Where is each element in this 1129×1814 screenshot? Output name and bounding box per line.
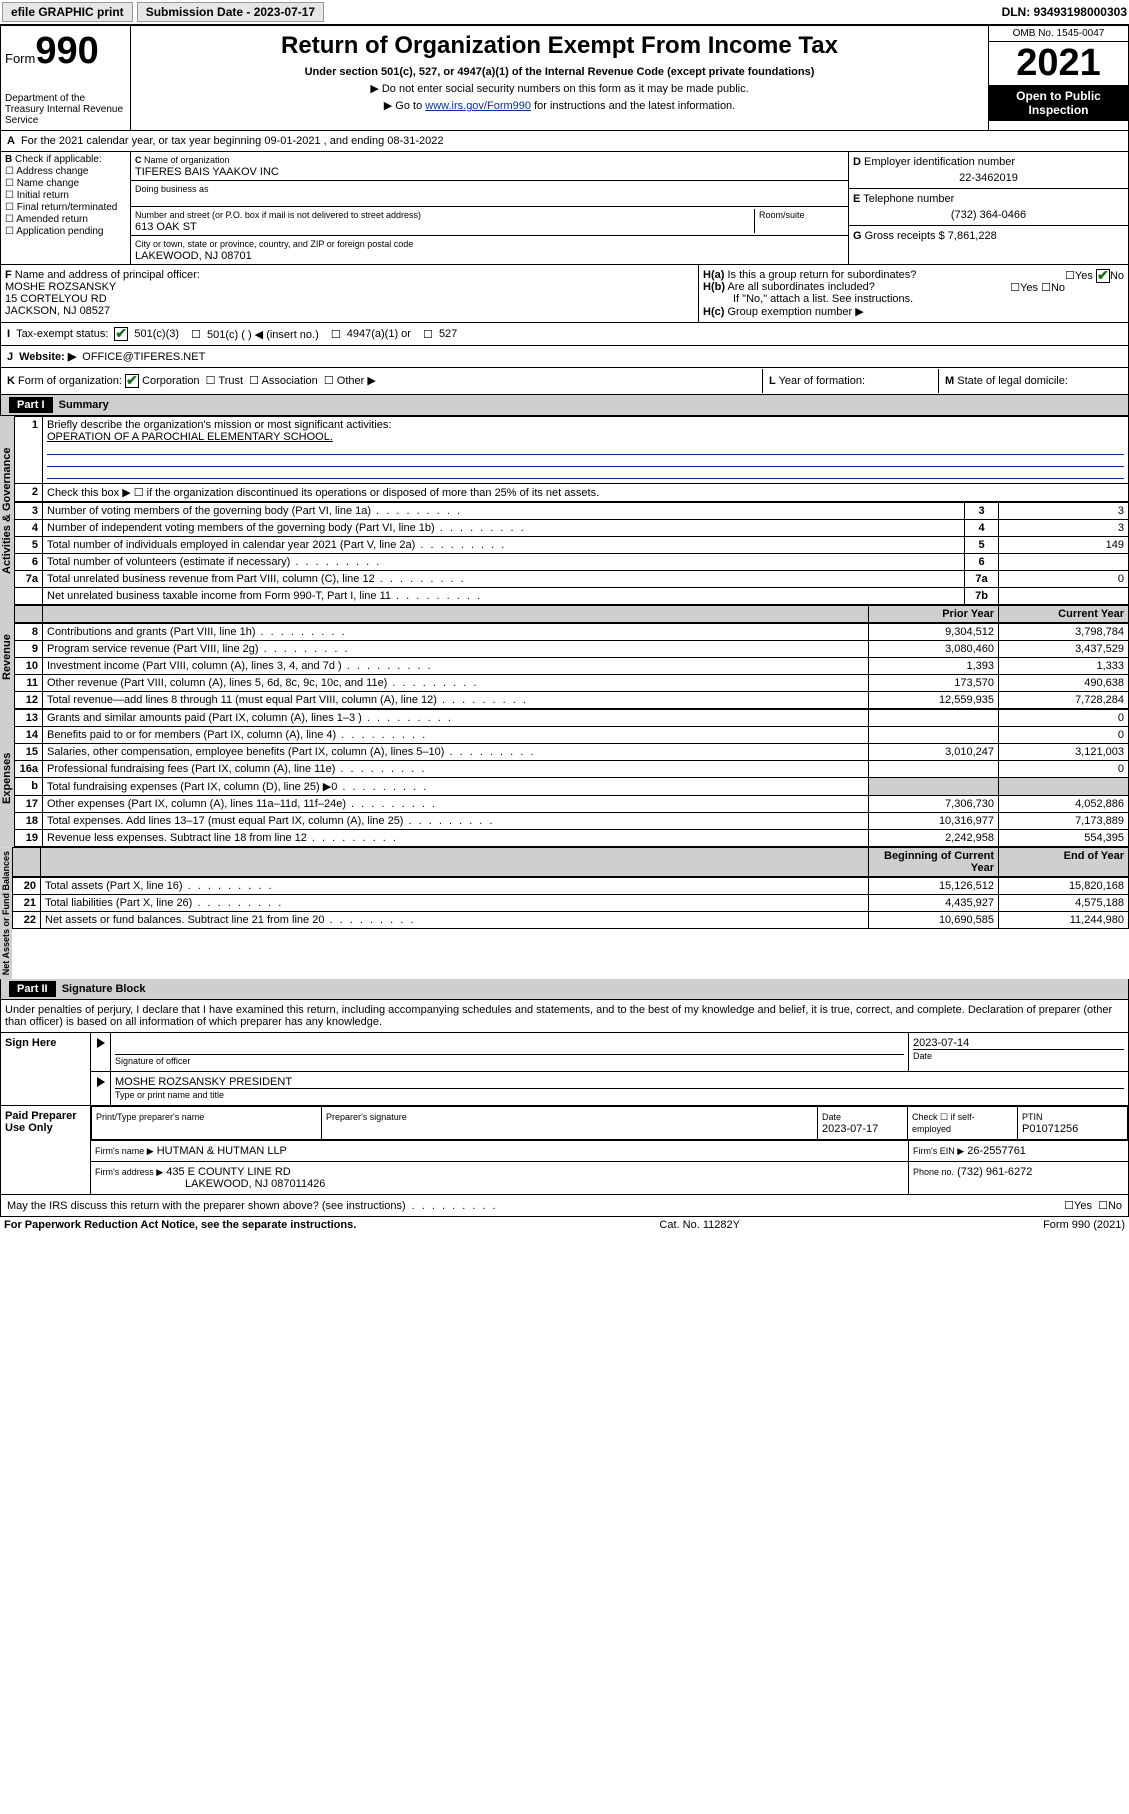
summary-line: 9Program service revenue (Part VIII, lin… [15,641,1129,658]
summary-line: bTotal fundraising expenses (Part IX, co… [15,778,1129,796]
part-i-header: Part I Summary [0,395,1129,416]
ein: 22-3462019 [853,172,1124,184]
summary-line: 7aTotal unrelated business revenue from … [15,571,1129,588]
form-header: Form990 Department of the Treasury Inter… [0,25,1129,131]
summary-line: 11Other revenue (Part VIII, column (A), … [15,675,1129,692]
summary-line: 6Total number of volunteers (estimate if… [15,554,1129,571]
form-subtitle: Under section 501(c), 527, or 4947(a)(1)… [139,66,980,78]
row-a: A For the 2021 calendar year, or tax yea… [0,131,1129,152]
officer-name: MOSHE ROZSANSKY [5,281,116,293]
triangle-icon [97,1038,105,1048]
summary-line: 8Contributions and grants (Part VIII, li… [15,624,1129,641]
phone: (732) 364-0466 [853,209,1124,221]
omb-number: OMB No. 1545-0047 [989,26,1128,42]
col-b: B Check if applicable: ☐ Address change … [1,152,131,264]
row-i: I Tax-exempt status: 501(c)(3) ☐ 501(c) … [0,323,1129,346]
summary-line: 19Revenue less expenses. Subtract line 1… [15,830,1129,847]
form-number: Form990 [5,30,126,73]
dept-label: Department of the Treasury Internal Reve… [5,93,126,126]
perjury-declaration: Under penalties of perjury, I declare th… [0,1000,1129,1032]
summary-line: 5Total number of individuals employed in… [15,537,1129,554]
org-name: TIFERES BAIS YAAKOV INC [135,166,279,178]
row-f-h: F Name and address of principal officer:… [0,265,1129,323]
part-i-body: Activities & Governance 1 Briefly descri… [0,416,1129,605]
summary-line: 22Net assets or fund balances. Subtract … [13,912,1129,929]
signature-table: Sign Here Signature of officer 2023-07-1… [0,1032,1129,1195]
open-to-public: Open to Public Inspection [989,85,1128,121]
ptin: P01071256 [1022,1123,1078,1135]
gross-receipts: 7,861,228 [948,230,997,242]
firm-ein: 26-2557761 [967,1145,1026,1157]
corporation-checkbox[interactable] [125,374,139,388]
summary-line: 16aProfessional fundraising fees (Part I… [15,761,1129,778]
summary-line: 17Other expenses (Part IX, column (A), l… [15,796,1129,813]
irs-link[interactable]: www.irs.gov/Form990 [425,100,531,112]
summary-line: 10Investment income (Part VIII, column (… [15,658,1129,675]
form-note-2: ▶ Go to www.irs.gov/Form990 for instruct… [139,99,980,112]
summary-line: 12Total revenue—add lines 8 through 11 (… [15,692,1129,709]
mission-text: OPERATION OF A PAROCHIAL ELEMENTARY SCHO… [47,431,333,443]
summary-line: 15Salaries, other compensation, employee… [15,744,1129,761]
vlabel-expenses: Expenses [0,709,14,847]
vlabel-governance: Activities & Governance [0,416,14,605]
website: OFFICE@TIFERES.NET [82,351,205,363]
vlabel-netassets: Net Assets or Fund Balances [0,847,12,979]
summary-line: 21Total liabilities (Part X, line 26)4,4… [13,895,1129,912]
col-d-e-g: D Employer identification number 22-3462… [848,152,1128,264]
triangle-icon [97,1077,105,1087]
summary-line: 4Number of independent voting members of… [15,520,1129,537]
summary-line: 18Total expenses. Add lines 13–17 (must … [15,813,1129,830]
city-state-zip: LAKEWOOD, NJ 08701 [135,250,252,262]
summary-line: 3Number of voting members of the governi… [15,503,1129,520]
summary-line: Net unrelated business taxable income fr… [15,588,1129,605]
dln-label: DLN: 93493198000303 [1002,5,1127,19]
summary-line: 20Total assets (Part X, line 16)15,126,5… [13,878,1129,895]
submission-date-label: Submission Date - 2023-07-17 [137,2,324,22]
top-bar: efile GRAPHIC print Submission Date - 20… [0,0,1129,25]
col-c: C Name of organization TIFERES BAIS YAAK… [131,152,848,264]
summary-line: 14Benefits paid to or for members (Part … [15,727,1129,744]
tax-year: 2021 [989,42,1128,85]
vlabel-revenue: Revenue [0,605,14,709]
row-j: J Website: ▶ OFFICE@TIFERES.NET [0,346,1129,368]
form-note-1: ▶ Do not enter social security numbers o… [139,82,980,95]
part-ii-header: Part II Signature Block [0,979,1129,1000]
preparer-phone: (732) 961-6272 [957,1166,1032,1178]
officer-name-title: MOSHE ROZSANSKY PRESIDENT [115,1076,1124,1089]
page-footer: For Paperwork Reduction Act Notice, see … [0,1217,1129,1233]
street-address: 613 OAK ST [135,221,197,233]
h-a-no-checkbox[interactable] [1096,269,1110,283]
summary-line: 13Grants and similar amounts paid (Part … [15,710,1129,727]
form-title: Return of Organization Exempt From Incom… [139,32,980,60]
may-irs-discuss: May the IRS discuss this return with the… [0,1195,1129,1217]
row-k-l-m: K Form of organization: Corporation ☐ Tr… [0,368,1129,395]
rows-b-through-g: B Check if applicable: ☐ Address change … [0,152,1129,265]
efile-print-button[interactable]: efile GRAPHIC print [2,2,133,22]
501c3-checkbox[interactable] [114,327,128,341]
firm-name: HUTMAN & HUTMAN LLP [157,1145,287,1157]
